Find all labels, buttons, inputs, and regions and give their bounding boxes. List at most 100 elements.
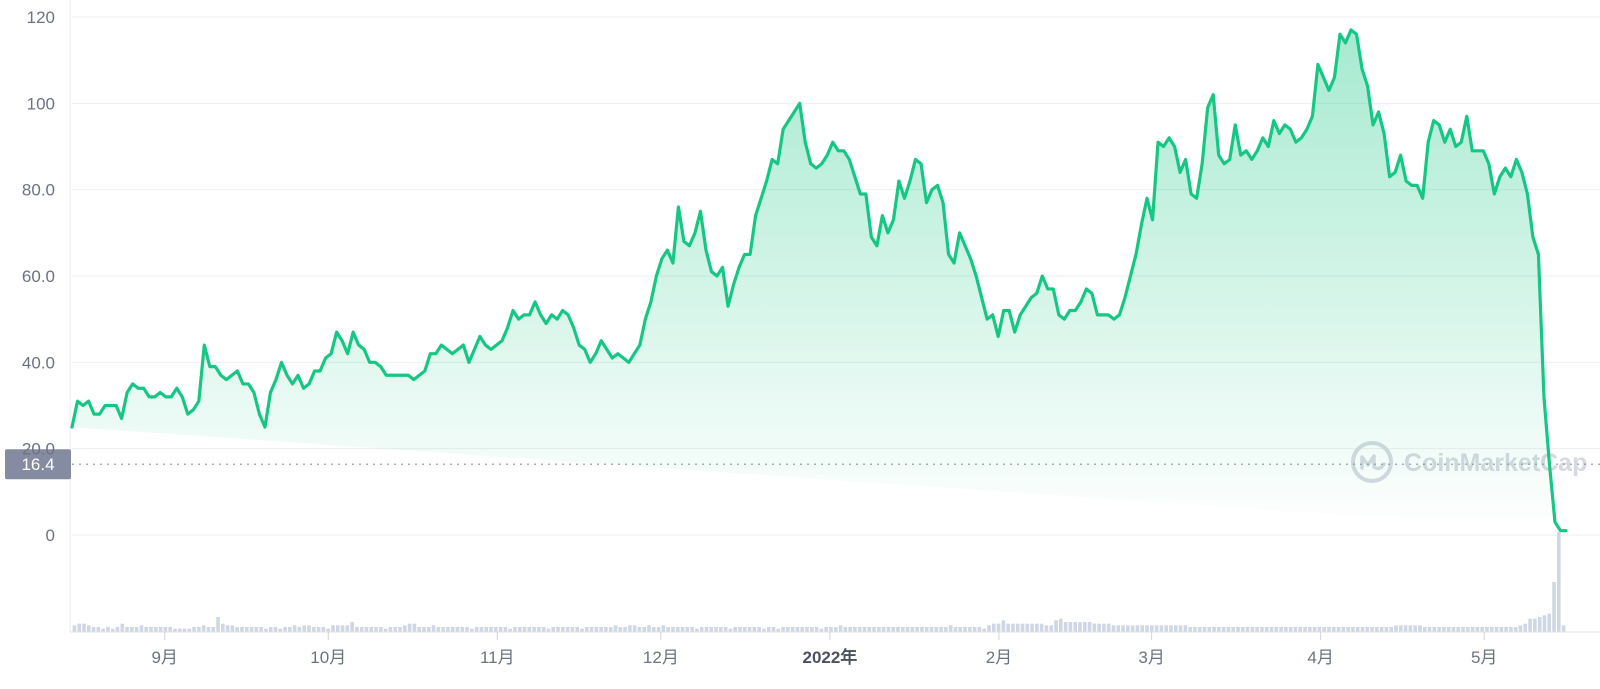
volume-bar (1173, 625, 1178, 632)
volume-bar (221, 623, 225, 632)
volume-bar (728, 628, 733, 632)
volume-bar (1523, 623, 1528, 632)
volume-bar (944, 627, 948, 632)
volume-bar (431, 625, 436, 632)
volume-bar (872, 627, 876, 632)
volume-bar (652, 627, 656, 632)
volume-bar (1212, 627, 1216, 632)
volume-bar (1346, 627, 1350, 632)
volume-bar (814, 627, 819, 632)
volume-bar (517, 627, 522, 632)
volume-bar (316, 627, 321, 632)
volume-bar (1298, 627, 1303, 632)
volume-bar (532, 627, 536, 632)
volume-bar (1274, 627, 1279, 632)
volume-bar (1154, 625, 1159, 632)
volume-bar (1475, 627, 1480, 632)
volume-bar (1097, 623, 1101, 632)
volume-bar (312, 627, 316, 632)
volume-bar (996, 623, 1001, 632)
volume-bar (173, 628, 177, 632)
volume-bar (77, 623, 81, 632)
volume-bar (177, 628, 182, 632)
volume-bar (182, 628, 187, 632)
volume-bar (503, 627, 508, 632)
volume-bar (1518, 625, 1523, 632)
volume-bar (719, 627, 723, 632)
volume-bar (824, 627, 828, 632)
volume-bar (714, 627, 718, 632)
volume-bar (307, 625, 311, 632)
volume-bar (426, 627, 431, 632)
volume-bar (1202, 627, 1207, 632)
volume-bar (465, 627, 469, 632)
volume-bar (96, 627, 101, 632)
volume-bar (144, 627, 149, 632)
volume-bar (1284, 627, 1288, 632)
volume-bar (958, 627, 963, 632)
volume-bar (805, 627, 809, 632)
volume-bar (1082, 622, 1087, 632)
volume-bar (1513, 627, 1518, 632)
volume-bar (364, 627, 369, 632)
volume-bar (747, 627, 752, 632)
volume-bar (479, 627, 484, 632)
volume-bar (695, 628, 699, 632)
volume-bar (1269, 627, 1274, 632)
volume-bar (412, 623, 417, 632)
volume-bar (1087, 622, 1092, 632)
volume-bar (417, 627, 421, 632)
volume-bar (1327, 627, 1331, 632)
y-tick-label: 80.0 (22, 181, 55, 200)
volume-bar (1020, 623, 1025, 632)
volume-bar (292, 625, 297, 632)
volume-bar (1533, 618, 1537, 632)
volume-bar (288, 627, 292, 632)
volume-bar (838, 625, 843, 632)
volume-bar (1135, 625, 1140, 632)
volume-bar (1164, 625, 1168, 632)
price-area (72, 29, 1566, 531)
volume-bar (723, 627, 728, 632)
volume-bar (120, 623, 125, 632)
volume-bar (580, 628, 584, 632)
volume-bar (110, 628, 115, 632)
volume-bars (72, 532, 1566, 632)
volume-bar (1293, 627, 1298, 632)
volume-bar (1537, 617, 1542, 632)
volume-bar (1480, 627, 1484, 632)
volume-bar (1312, 627, 1317, 632)
volume-bar (901, 627, 905, 632)
volume-bar (201, 625, 206, 632)
volume-bar (1375, 627, 1379, 632)
volume-bar (149, 627, 153, 632)
volume-bar (187, 628, 192, 632)
volume-bar (235, 627, 239, 632)
x-tick-label: 3月 (1138, 648, 1164, 667)
volume-bar (1509, 627, 1513, 632)
volume-bar (685, 627, 690, 632)
volume-bar (154, 627, 158, 632)
volume-bar (661, 625, 666, 632)
volume-bar (881, 627, 886, 632)
volume-bar (1365, 627, 1370, 632)
volume-bar (1341, 627, 1346, 632)
volume-bar (886, 627, 891, 632)
volume-bar (1236, 627, 1240, 632)
volume-bar (1255, 627, 1259, 632)
volume-bar (556, 627, 560, 632)
volume-bar (340, 625, 345, 632)
volume-bar (589, 627, 594, 632)
volume-bar (163, 627, 168, 632)
volume-bar (810, 627, 814, 632)
volume-bar (1437, 627, 1441, 632)
volume-bar (115, 627, 120, 632)
volume-bar (929, 627, 934, 632)
y-tick-label: 40.0 (22, 353, 55, 372)
current-price-tag (5, 449, 71, 480)
volume-bar (1207, 627, 1212, 632)
volume-bar (1552, 582, 1556, 632)
volume-bar (613, 625, 618, 632)
